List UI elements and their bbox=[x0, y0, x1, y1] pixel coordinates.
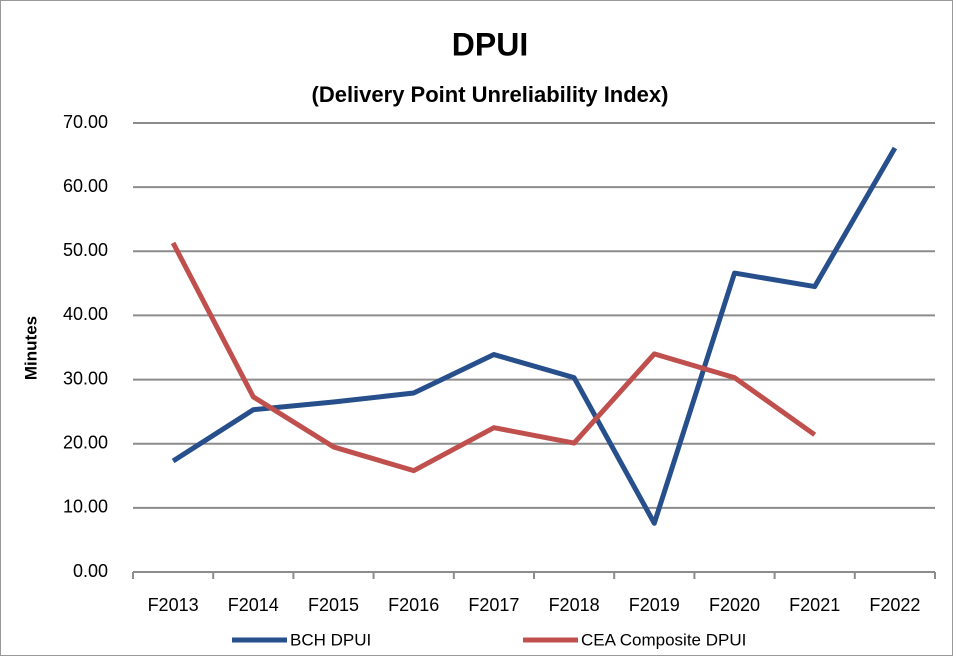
y-tick-label: 10.00 bbox=[63, 497, 108, 517]
x-tick-label: F2015 bbox=[308, 595, 359, 615]
chart-subtitle: (Delivery Point Unreliability Index) bbox=[312, 82, 669, 107]
x-tick-label: F2022 bbox=[869, 595, 920, 615]
y-tick-label: 60.00 bbox=[63, 176, 108, 196]
series-line bbox=[171, 146, 898, 526]
x-tick-label: F2018 bbox=[549, 595, 600, 615]
legend-label: BCH DPUI bbox=[290, 630, 371, 649]
x-tick-label: F2021 bbox=[789, 595, 840, 615]
y-tick-label: 40.00 bbox=[63, 304, 108, 324]
y-axis-label: Minutes bbox=[21, 316, 40, 380]
x-tick-label: F2016 bbox=[388, 595, 439, 615]
y-tick-label: 50.00 bbox=[63, 240, 108, 260]
legend-label: CEA Composite DPUI bbox=[581, 630, 746, 649]
x-tick-label: F2013 bbox=[148, 595, 199, 615]
y-tick-label: 30.00 bbox=[63, 368, 108, 388]
x-tick-label: F2019 bbox=[629, 595, 680, 615]
series-line bbox=[170, 241, 817, 474]
y-tick-label: 0.00 bbox=[73, 561, 108, 581]
y-tick-label: 20.00 bbox=[63, 432, 108, 452]
x-tick-label: F2017 bbox=[468, 595, 519, 615]
x-tick-label: F2014 bbox=[228, 595, 279, 615]
x-tick-label: F2020 bbox=[709, 595, 760, 615]
chart-title: DPUI bbox=[452, 26, 528, 62]
y-tick-label: 70.00 bbox=[63, 112, 108, 132]
